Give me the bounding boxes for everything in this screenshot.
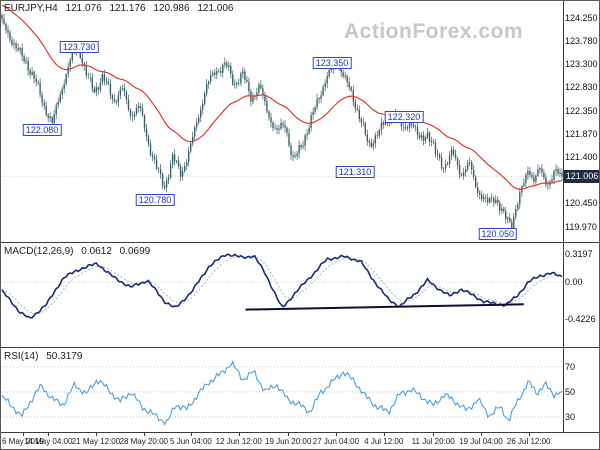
time-axis-label[interactable]: 28 May 20:00 bbox=[119, 437, 168, 446]
time-axis-label[interactable]: 5 Jun 04:00 bbox=[170, 437, 212, 446]
price-annotation[interactable]: 120.780 bbox=[135, 194, 175, 207]
time-axis-tick bbox=[22, 432, 24, 436]
macd-line bbox=[1, 253, 563, 319]
time-axis-tick bbox=[238, 432, 240, 436]
rsi-axis-label: 50 bbox=[565, 386, 576, 397]
macd-trendline[interactable] bbox=[245, 303, 524, 311]
macd-axis-label: 0.3197 bbox=[565, 248, 593, 259]
time-axis-label[interactable]: 27 Jun 04:00 bbox=[312, 437, 360, 446]
rsi-axis-label: 70 bbox=[565, 361, 576, 372]
time-axis-label[interactable]: 21 May 12:00 bbox=[71, 437, 121, 446]
rsi-axis-label: 30 bbox=[565, 411, 576, 422]
time-axis-tick bbox=[95, 432, 97, 436]
candle-bodies bbox=[1, 15, 563, 229]
price-axis-label: 123.300 bbox=[565, 59, 598, 70]
time-axis-tick bbox=[48, 432, 50, 436]
macd-panel-canvas[interactable] bbox=[1, 243, 563, 347]
actionforex-watermark: ActionForex.com bbox=[344, 20, 524, 43]
price-axis-label: 123.780 bbox=[565, 36, 598, 46]
time-axis-label[interactable]: 6 May 2019 bbox=[2, 437, 44, 446]
chart-title-bar: EURJPY,H4 121.076 121.176 120.986 121.00… bbox=[4, 3, 238, 14]
macd-value: 0.0612 bbox=[81, 246, 112, 257]
macd-axis-label: -0.4226 bbox=[565, 314, 596, 324]
price-axis-label: 120.450 bbox=[565, 198, 598, 209]
time-axis-label[interactable]: 19 Jul 04:00 bbox=[459, 437, 503, 446]
price-axis-label: 119.970 bbox=[565, 221, 597, 232]
macd-indicator-label: MACD(12,26,9) 0.0612 0.0699 bbox=[4, 246, 155, 257]
time-axis-tick bbox=[335, 432, 337, 436]
panel-separator bbox=[1, 432, 599, 433]
time-axis-tick bbox=[143, 432, 145, 436]
price-annotation[interactable]: 121.310 bbox=[335, 165, 375, 178]
price-axis-label: 121.400 bbox=[565, 152, 598, 163]
rsi-value: 50.3179 bbox=[46, 351, 83, 362]
symbol-timeframe-label: EURJPY,H4 bbox=[4, 3, 58, 14]
price-axis-label: 122.830 bbox=[565, 82, 598, 93]
high-value: 121.176 bbox=[109, 3, 146, 14]
close-value: 121.006 bbox=[197, 3, 234, 14]
rsi-line bbox=[1, 360, 563, 426]
time-axis-tick bbox=[528, 432, 530, 436]
panel-separator bbox=[1, 347, 599, 348]
rsi-indicator-label: RSI(14) 50.3179 bbox=[4, 351, 87, 362]
current-price-tag: 121.006 bbox=[564, 169, 599, 183]
macd-signal-value: 0.0699 bbox=[119, 246, 151, 257]
time-axis-tick bbox=[480, 432, 482, 436]
panel-separator bbox=[1, 242, 599, 243]
time-axis-tick bbox=[383, 432, 385, 436]
time-axis-tick bbox=[433, 432, 435, 436]
price-chart-canvas[interactable] bbox=[1, 1, 563, 242]
price-annotation[interactable]: 122.320 bbox=[384, 111, 424, 124]
rsi-panel-canvas[interactable] bbox=[1, 348, 563, 432]
time-axis-label[interactable]: 26 Jul 12:00 bbox=[506, 437, 551, 446]
rsi-name: RSI(14) bbox=[4, 351, 39, 362]
time-axis-label[interactable]: 19 Jun 20:00 bbox=[265, 437, 312, 446]
moving-average-line bbox=[1, 4, 563, 190]
price-annotation[interactable]: 123.350 bbox=[312, 56, 352, 69]
price-annotation[interactable]: 120.050 bbox=[478, 228, 518, 241]
time-axis-label[interactable]: 12 Jun 12:00 bbox=[215, 437, 262, 446]
time-axis-label[interactable]: 4 Jul 12:00 bbox=[364, 437, 404, 446]
price-axis-line bbox=[563, 1, 564, 432]
time-axis-tick bbox=[288, 432, 290, 436]
price-axis-label: 121.870 bbox=[565, 129, 598, 140]
price-axis-label: 122.350 bbox=[565, 105, 598, 116]
price-annotation[interactable]: 122.080 bbox=[22, 124, 62, 137]
price-annotation[interactable]: 123.730 bbox=[59, 40, 99, 53]
low-value: 120.986 bbox=[153, 3, 190, 14]
open-value: 121.076 bbox=[65, 3, 102, 14]
price-axis-label: 124.250 bbox=[565, 13, 598, 24]
macd-name: MACD(12,26,9) bbox=[4, 246, 74, 257]
time-axis-tick bbox=[190, 432, 192, 436]
time-axis-label[interactable]: 14 May 04:00 bbox=[23, 437, 73, 446]
macd-axis-label: 0.00 bbox=[565, 276, 583, 287]
time-axis-label[interactable]: 11 Jul 20:00 bbox=[411, 437, 455, 446]
